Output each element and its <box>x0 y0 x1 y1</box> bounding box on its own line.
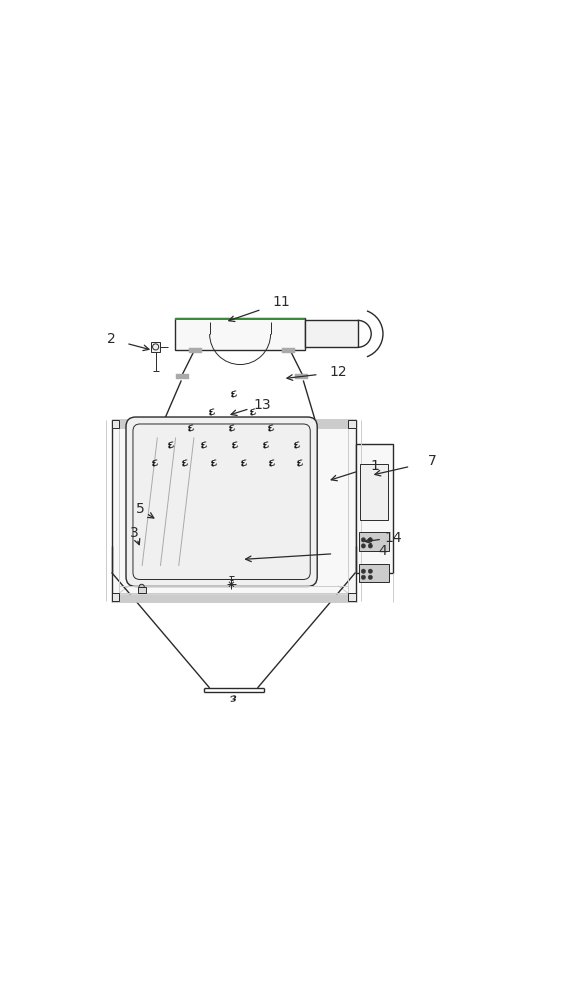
Text: ε: ε <box>186 421 196 434</box>
Circle shape <box>368 569 373 573</box>
Bar <box>359 564 389 582</box>
Text: ε: ε <box>261 439 271 451</box>
Bar <box>282 348 296 353</box>
Text: ε: ε <box>207 405 217 418</box>
Text: ε: ε <box>292 439 302 451</box>
Text: ε: ε <box>238 456 248 469</box>
Bar <box>176 374 189 379</box>
Bar <box>296 374 309 379</box>
Text: ε: ε <box>198 439 209 451</box>
Text: ε: ε <box>166 439 176 451</box>
Text: ε: ε <box>266 456 277 469</box>
Bar <box>112 420 120 428</box>
Text: 11: 11 <box>273 295 291 309</box>
Text: ε: ε <box>229 388 239 400</box>
Circle shape <box>361 575 365 579</box>
Text: ε: ε <box>230 439 240 451</box>
Text: 4: 4 <box>379 544 387 558</box>
Text: 12: 12 <box>329 365 347 379</box>
Bar <box>360 464 388 520</box>
Text: ε: ε <box>150 456 160 469</box>
Circle shape <box>361 538 365 542</box>
Circle shape <box>368 544 373 548</box>
Bar <box>112 420 356 601</box>
Bar <box>120 428 348 593</box>
Text: ε: ε <box>228 692 237 704</box>
Bar <box>138 587 146 593</box>
Text: 13: 13 <box>253 398 271 412</box>
Text: ε: ε <box>248 405 258 418</box>
Bar <box>151 342 160 352</box>
Bar <box>356 444 392 573</box>
Circle shape <box>368 575 373 579</box>
Bar <box>189 348 202 353</box>
Bar <box>112 594 356 602</box>
Text: 14: 14 <box>384 531 402 545</box>
Bar <box>112 593 120 601</box>
Bar <box>359 532 389 551</box>
Text: 3: 3 <box>130 526 139 540</box>
Bar <box>359 564 389 582</box>
Text: 5: 5 <box>135 502 144 516</box>
Circle shape <box>361 544 365 548</box>
Circle shape <box>361 569 365 573</box>
Circle shape <box>368 538 373 542</box>
Text: 7: 7 <box>427 454 436 468</box>
Text: 2: 2 <box>107 332 116 346</box>
Text: ε: ε <box>209 456 219 469</box>
Bar <box>306 320 357 347</box>
Bar <box>359 532 389 551</box>
Bar <box>348 593 356 601</box>
Bar <box>112 419 356 428</box>
Bar <box>348 420 356 428</box>
Bar <box>175 318 306 350</box>
FancyBboxPatch shape <box>126 417 317 586</box>
Text: ε: ε <box>179 456 189 469</box>
Bar <box>175 318 306 320</box>
Text: ε: ε <box>295 456 305 469</box>
Text: ε: ε <box>227 421 237 434</box>
Text: ε: ε <box>266 421 275 434</box>
Text: 1: 1 <box>371 459 379 473</box>
